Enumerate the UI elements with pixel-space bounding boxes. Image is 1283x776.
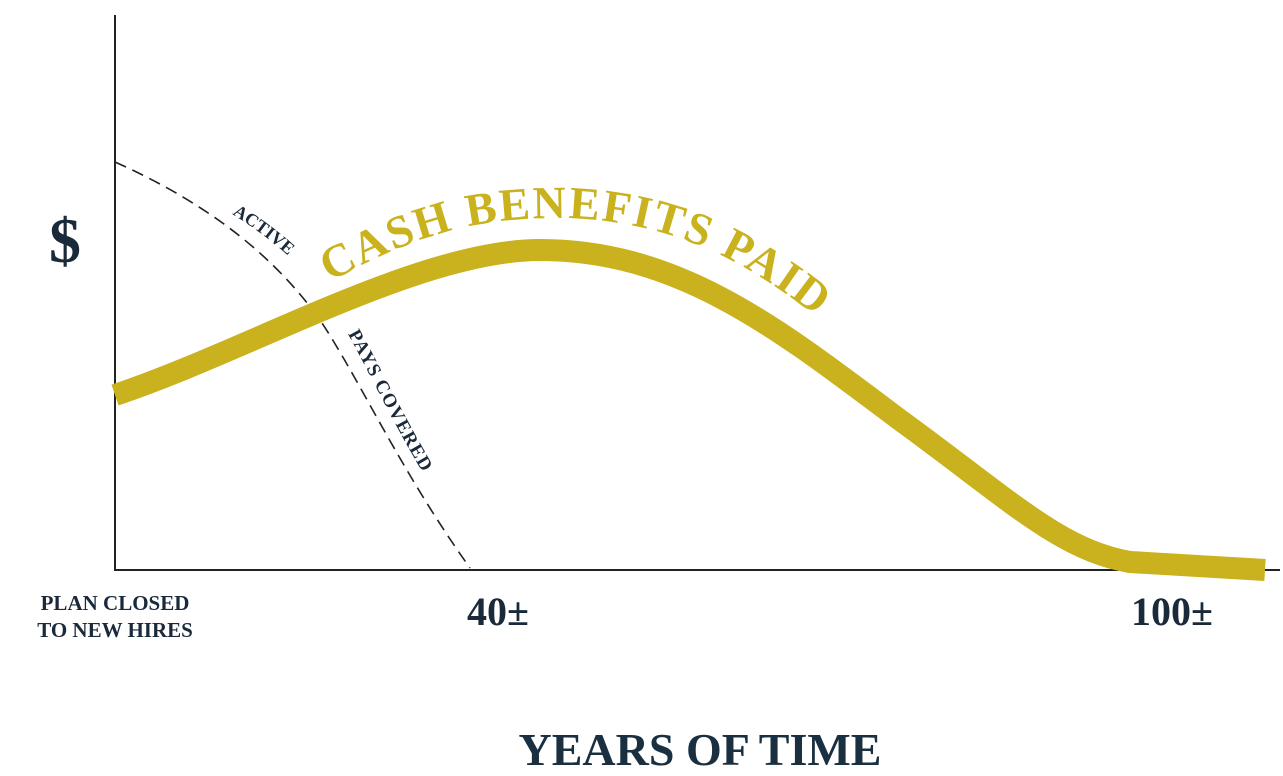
- origin-label: TO NEW HIRES: [37, 618, 193, 642]
- pays-label-path: PAYS COVERED: [344, 326, 436, 476]
- active-pays-curve: [114, 161, 471, 569]
- active-label-path: ACTIVE: [230, 200, 299, 258]
- benefits-curve: [111, 238, 1266, 581]
- active-label: ACTIVE: [230, 200, 299, 258]
- x-axis-title: YEARS OF TIME: [519, 724, 882, 775]
- x-mark-label: 40±: [467, 589, 529, 634]
- y-axis-label: $: [49, 205, 81, 276]
- origin-label: PLAN CLOSED: [41, 591, 190, 615]
- x-mark-label: 100±: [1131, 589, 1213, 634]
- pays-label: PAYS COVERED: [344, 326, 437, 476]
